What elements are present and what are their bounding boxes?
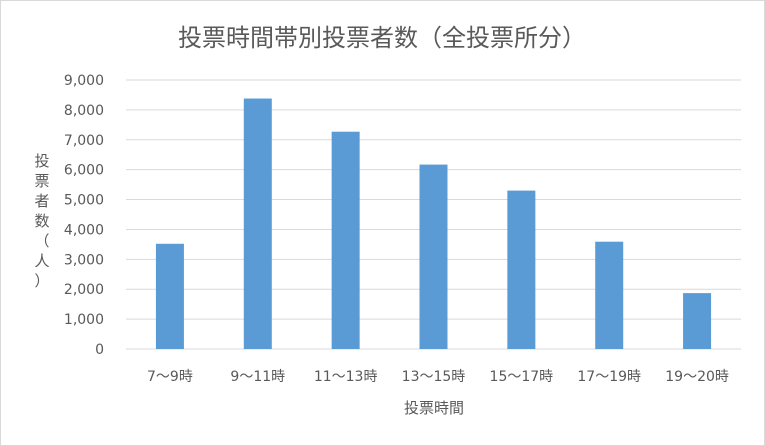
y-tick-label: 7,000 bbox=[64, 133, 104, 149]
y-tick-label: 3,000 bbox=[64, 252, 104, 268]
x-tick-label: 13～15時 bbox=[402, 369, 466, 385]
bar bbox=[419, 164, 448, 349]
x-tick-label: 9～11時 bbox=[230, 369, 285, 385]
y-axis-title-char: 投 bbox=[34, 152, 49, 170]
y-tick-label: 9,000 bbox=[64, 73, 104, 89]
y-tick-label: 2,000 bbox=[64, 282, 104, 298]
bar bbox=[243, 98, 272, 349]
y-axis-title: 投票者数 （ 人 ） bbox=[34, 152, 49, 290]
y-axis-title-char: 票 bbox=[34, 172, 49, 190]
x-axis-ticks: 7～9時 9～11時 11～13時 13～15時 15～17時 17～19時 19～20時 bbox=[147, 369, 729, 385]
y-tick-label: 8,000 bbox=[64, 103, 104, 119]
gridlines bbox=[126, 79, 741, 350]
y-tick-label: 0 bbox=[95, 342, 104, 358]
bar bbox=[507, 190, 536, 349]
bars bbox=[155, 98, 712, 349]
y-axis-ticks: 0 1,000 2,000 3,000 4,000 5,000 6,000 7,000 8,00… bbox=[64, 73, 104, 358]
y-tick-label: 1,000 bbox=[64, 312, 104, 328]
x-tick-label: 19～20時 bbox=[665, 369, 729, 385]
bar bbox=[595, 241, 624, 349]
y-tick-label: 6,000 bbox=[64, 163, 104, 179]
x-tick-label: 11～13時 bbox=[314, 369, 378, 385]
x-tick-label: 17～19時 bbox=[577, 369, 641, 385]
x-axis-title: 投票時間 bbox=[404, 399, 464, 417]
y-tick-label: 5,000 bbox=[64, 193, 104, 209]
y-axis-title-char: （ bbox=[34, 232, 49, 250]
bar bbox=[331, 131, 360, 349]
x-tick-label: 15～17時 bbox=[490, 369, 554, 385]
y-axis-title-char: 人 bbox=[34, 252, 49, 270]
bar bbox=[155, 243, 184, 349]
bar bbox=[683, 293, 712, 349]
y-axis-title-char: 数 bbox=[34, 212, 49, 230]
y-axis-title-char: 者 bbox=[34, 192, 49, 210]
x-tick-label: 7～9時 bbox=[147, 369, 193, 385]
y-tick-label: 4,000 bbox=[64, 222, 104, 238]
y-axis-title-char: ） bbox=[34, 272, 49, 290]
chart-title: 投票時間帯別投票者数（全投票所分） bbox=[178, 24, 586, 52]
